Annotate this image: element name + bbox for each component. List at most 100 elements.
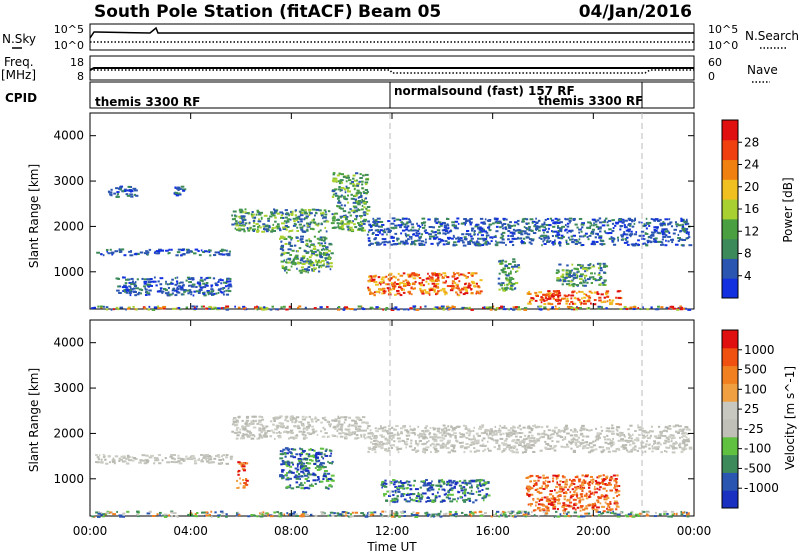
scatter-cell — [498, 515, 500, 517]
scatter-cell — [569, 218, 573, 220]
scatter-cell — [326, 306, 328, 308]
scatter-cell — [579, 218, 582, 220]
scatter-cell — [563, 236, 565, 238]
scatter-cell — [354, 425, 357, 427]
scatter-cell — [271, 430, 273, 432]
scatter-cell — [461, 223, 465, 225]
scatter-cell — [646, 511, 650, 513]
scatter-cell — [647, 240, 650, 242]
noise-panel: N.Sky 10^5 10^0 10^5 10^0 N.Search — [2, 23, 799, 52]
scatter-cell — [438, 513, 441, 515]
scatter-cell — [320, 236, 323, 238]
scatter-cell — [327, 420, 329, 422]
scatter-cell — [402, 223, 405, 225]
scatter-cell — [507, 230, 510, 232]
scatter-cell — [124, 190, 126, 192]
scatter-cell — [376, 242, 379, 244]
scatter-cell — [237, 416, 240, 418]
scatter-cell — [647, 437, 651, 439]
scatter-cell — [220, 279, 224, 281]
scatter-cell — [119, 188, 121, 190]
scatter-cell — [338, 186, 340, 188]
scatter-cell — [219, 250, 223, 252]
scatter-cell — [540, 299, 543, 301]
scatter-cell — [226, 294, 229, 296]
scatter-cell — [542, 240, 544, 242]
scatter-cell — [465, 277, 467, 279]
scatter-cell — [291, 472, 294, 474]
scatter-cell — [372, 224, 375, 226]
scatter-cell — [181, 286, 184, 288]
scatter-cell — [408, 221, 411, 223]
scatter-cell — [426, 278, 430, 280]
scatter-cell — [552, 226, 555, 228]
scatter-cell — [362, 175, 365, 177]
scatter-cell — [369, 277, 371, 279]
scatter-cell — [535, 300, 538, 302]
scatter-cell — [436, 485, 439, 487]
scatter-cell — [471, 515, 473, 517]
scatter-cell — [171, 279, 174, 281]
scatter-cell — [317, 419, 319, 421]
scatter-cell — [599, 446, 602, 448]
scatter-cell — [283, 431, 286, 433]
scatter-cell — [580, 427, 582, 429]
scatter-cell — [288, 242, 291, 244]
scatter-cell — [479, 511, 483, 513]
scatter-cell — [494, 446, 496, 448]
scatter-cell — [490, 309, 493, 311]
scatter-cell — [598, 435, 600, 437]
scatter-cell — [566, 232, 568, 234]
scatter-cell — [287, 262, 290, 264]
scatter-cell — [442, 277, 445, 279]
scatter-cell — [481, 489, 483, 491]
scatter-cell — [368, 244, 371, 246]
scatter-cell — [304, 482, 306, 484]
scatter-cell — [632, 306, 636, 308]
scatter-cell — [632, 516, 635, 518]
scatter-cell — [358, 228, 360, 230]
scatter-cell — [365, 174, 369, 176]
scatter-cell — [367, 427, 369, 429]
scatter-cell — [381, 511, 384, 513]
scatter-cell — [624, 306, 627, 308]
scatter-cell — [461, 233, 464, 235]
scatter-cell — [511, 225, 513, 227]
scatter-cell — [305, 468, 308, 470]
noise-sky-trace — [90, 28, 694, 38]
scatter-cell — [315, 467, 317, 469]
scatter-cell — [493, 434, 495, 436]
scatter-cell — [334, 213, 338, 215]
scatter-cell — [332, 213, 334, 215]
scatter-cell — [602, 284, 605, 286]
cpid-panel: CPID themis 3300 RF normalsound (fast) 1… — [5, 82, 694, 109]
scatter-cell — [567, 515, 570, 517]
scatter-cell — [321, 513, 325, 515]
scatter-cell — [432, 493, 434, 495]
scatter-cell — [251, 213, 253, 215]
scatter-cell — [363, 206, 365, 208]
scatter-cell — [543, 306, 546, 308]
scatter-cell — [390, 237, 394, 239]
scatter-cell — [506, 219, 508, 221]
scatter-cell — [400, 427, 403, 429]
scatter-cell — [307, 422, 310, 424]
scatter-cell — [106, 306, 109, 308]
scatter-cell — [416, 232, 418, 234]
scatter-cell — [226, 281, 229, 283]
scatter-cell — [498, 445, 501, 447]
scatter-cell — [562, 283, 564, 285]
freq-left-tick-low: 8 — [77, 70, 84, 83]
scatter-cell — [319, 244, 321, 246]
scatter-cell — [165, 281, 167, 283]
scatter-cell — [572, 285, 574, 287]
scatter-cell — [496, 226, 499, 228]
scatter-cell — [552, 235, 554, 237]
scatter-cell — [277, 213, 280, 215]
scatter-cell — [560, 228, 563, 230]
scatter-cell — [624, 224, 626, 226]
scatter-cell — [310, 448, 312, 450]
scatter-cell — [446, 218, 449, 220]
scatter-cell — [256, 515, 258, 517]
scatter-cell — [672, 448, 675, 450]
